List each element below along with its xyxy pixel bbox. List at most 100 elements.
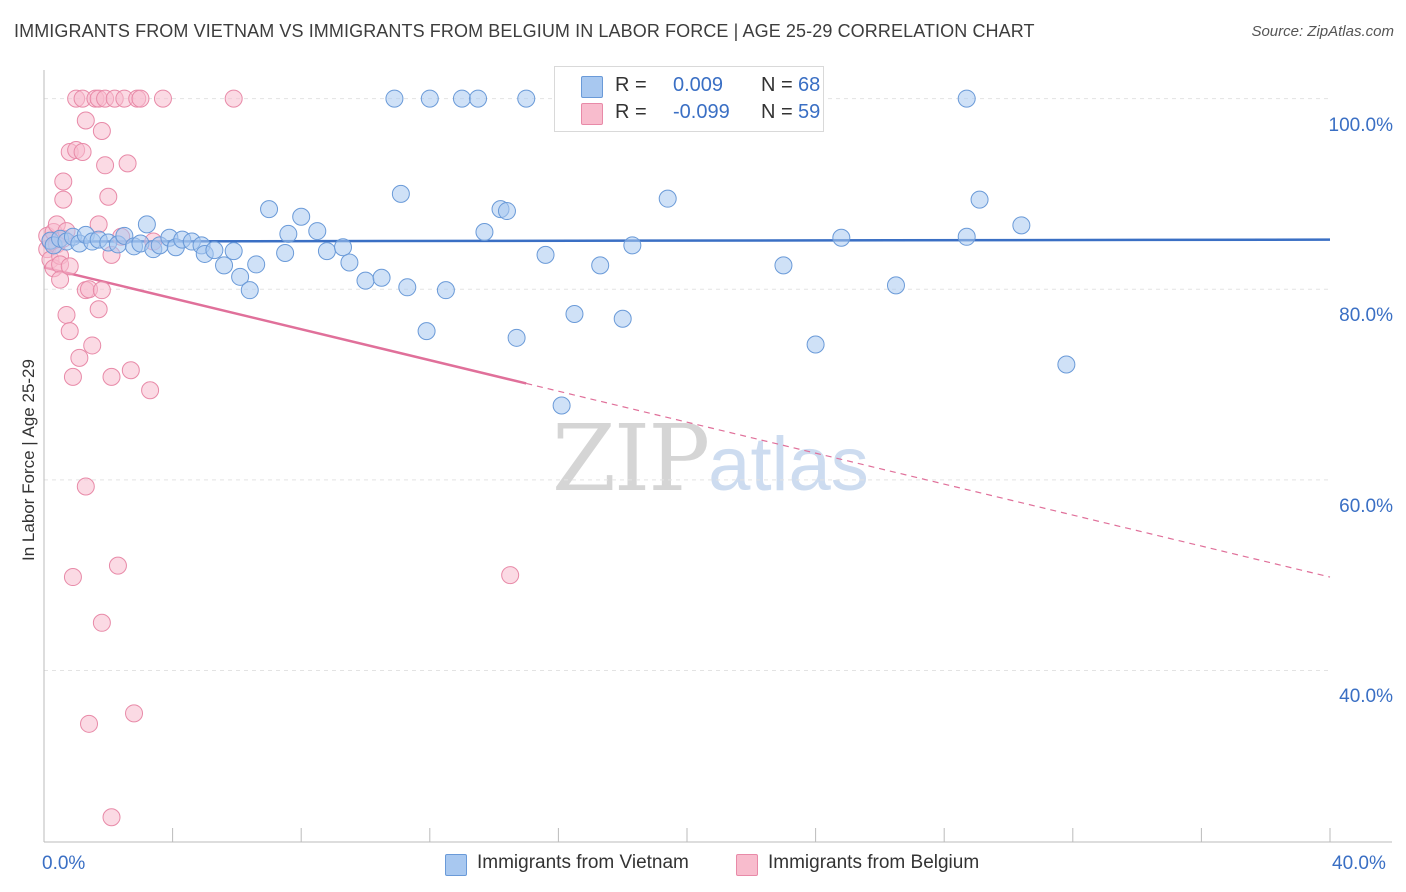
belgium-point [121, 361, 140, 380]
vietnam-point [260, 200, 279, 219]
legend-r-label: R = [615, 74, 647, 96]
vietnam-point [420, 89, 439, 108]
vietnam-point [497, 202, 516, 221]
vietnam-point [333, 238, 352, 257]
legend-swatch-belgium [581, 103, 603, 125]
belgium-point [73, 142, 92, 161]
belgium-point [501, 566, 520, 585]
vietnam-point [356, 271, 375, 290]
trend-line-dashed [526, 382, 1331, 578]
vietnam-point [475, 223, 494, 242]
vietnam-point [391, 184, 410, 203]
axes [43, 70, 1392, 843]
legend-n-label: N = [761, 101, 793, 123]
grid-lines [44, 98, 1330, 671]
vietnam-point [507, 328, 526, 347]
belgium-point [83, 336, 102, 355]
belgium-point [131, 89, 150, 108]
correlation-legend: R = 0.009 N = 68 R = -0.099 N = 59 [554, 66, 824, 132]
belgium-point [102, 808, 121, 827]
belgium-point [92, 121, 111, 140]
vietnam-point [452, 89, 471, 108]
watermark-zip: ZIP [552, 405, 710, 512]
belgium-point [153, 89, 172, 108]
vietnam-point [137, 215, 156, 234]
vietnam-point [276, 243, 295, 262]
y-axis-label: In Labor Force | Age 25-29 [19, 359, 38, 561]
trend-line-solid [43, 266, 527, 385]
vietnam-point [1012, 216, 1031, 235]
vietnam-point [317, 242, 336, 261]
y-tick-label: 40.0% [1339, 686, 1393, 708]
x-tick-label-max: 40.0% [1332, 853, 1386, 874]
vietnam-point [774, 256, 793, 275]
trend-line-solid [43, 238, 1331, 243]
belgium-point [118, 154, 137, 173]
vietnam-point [957, 227, 976, 246]
belgium-point [80, 714, 99, 733]
vietnam-point [279, 224, 298, 243]
belgium-point [141, 381, 160, 400]
belgium-point [224, 89, 243, 108]
vietnam-point [469, 89, 488, 108]
vietnam-point [340, 253, 359, 272]
x-tick-label-min: 0.0% [42, 853, 86, 874]
belgium-point [76, 477, 95, 496]
legend-n-value: 68 [798, 74, 821, 96]
vietnam-point [970, 190, 989, 209]
vietnam-point [385, 89, 404, 108]
vietnam-point [398, 278, 417, 297]
belgium-point [92, 613, 111, 632]
series-label-belgium: Immigrants from Belgium [768, 852, 980, 873]
vietnam-point [247, 255, 266, 274]
belgium-point [108, 556, 127, 575]
vietnam-point [372, 268, 391, 287]
series-swatch-belgium [736, 854, 758, 876]
source-label: Source: ZipAtlas.com [1251, 23, 1394, 40]
vietnam-point [215, 256, 234, 275]
belgium-point [76, 111, 95, 130]
watermark: ZIPatlas [552, 405, 869, 512]
legend-r-value: -0.099 [673, 101, 730, 123]
legend-swatch-vietnam [581, 76, 603, 98]
legend-n-label: N = [761, 74, 793, 96]
vietnam-point [552, 396, 571, 415]
vietnam-point [417, 322, 436, 341]
belgium-point [89, 300, 108, 319]
vietnam-point [565, 304, 584, 323]
belgium-point [92, 281, 111, 300]
vietnam-point [240, 281, 259, 300]
legend-r-value: 0.009 [673, 74, 724, 96]
watermark-atlas: atlas [708, 422, 869, 507]
vietnam-point [308, 222, 327, 241]
vietnam-point [517, 89, 536, 108]
vietnam-point [536, 245, 555, 264]
belgium-point [51, 270, 70, 289]
vietnam-point [832, 228, 851, 247]
vietnam-point [231, 267, 250, 286]
belgium-point [63, 367, 82, 386]
belgium-point [63, 568, 82, 587]
belgium-point [57, 305, 76, 324]
vietnam-point [886, 276, 905, 295]
belgium-point [102, 367, 121, 386]
belgium-point [60, 322, 79, 341]
belgium-point [54, 172, 73, 191]
belgium-point [60, 257, 79, 276]
vietnam-point [224, 242, 243, 261]
vietnam-point [806, 335, 825, 354]
series-label-vietnam: Immigrants from Vietnam [477, 852, 689, 873]
belgium-point [70, 348, 89, 367]
vietnam-point [292, 207, 311, 226]
vietnam-point [623, 236, 642, 255]
data-points [38, 89, 1076, 827]
legend-n-value: 59 [798, 101, 821, 123]
belgium-point [99, 187, 118, 206]
vietnam-point [205, 241, 224, 260]
vietnam-point [957, 89, 976, 108]
y-tick-label: 60.0% [1339, 495, 1393, 517]
chart-title: IMMIGRANTS FROM VIETNAM VS IMMIGRANTS FR… [14, 21, 1035, 41]
vietnam-point [591, 256, 610, 275]
trend-lines [43, 238, 1331, 578]
